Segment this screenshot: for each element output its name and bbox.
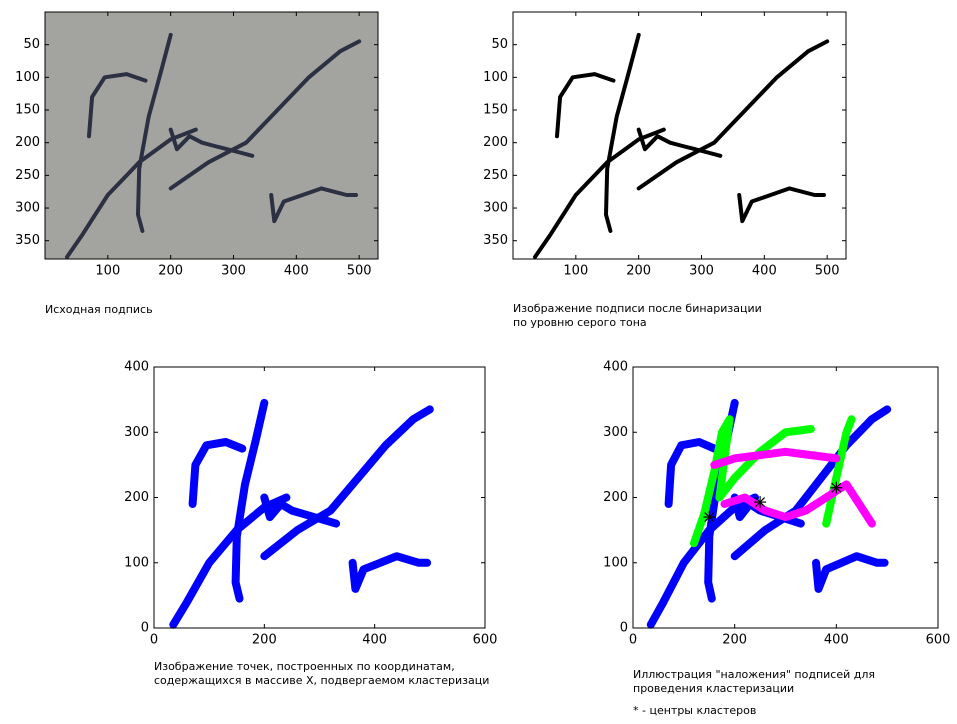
y-tick-label: 300	[483, 201, 508, 216]
cluster-center	[703, 511, 715, 523]
x-tick-label: 100	[95, 264, 120, 279]
x-tick-label: 200	[626, 264, 651, 279]
x-tick-label: 0	[629, 633, 637, 648]
plot-area	[513, 12, 846, 259]
x-tick-label: 300	[221, 264, 246, 279]
x-tick-label: 400	[362, 633, 387, 648]
caption: * - центры кластеров	[633, 704, 756, 717]
figure: 10020030040050050100150200250300350Исход…	[0, 0, 957, 724]
cluster-center	[830, 482, 842, 494]
y-tick-label: 100	[483, 70, 508, 85]
y-tick-label: 250	[483, 168, 508, 183]
x-tick-label: 200	[252, 633, 277, 648]
y-tick-label: 400	[124, 360, 149, 375]
caption: Изображение точек, построенных по коорди…	[154, 660, 455, 673]
x-tick-label: 200	[722, 633, 747, 648]
y-tick-label: 400	[603, 360, 628, 375]
caption: Иллюстрация "наложения" подписей для	[633, 668, 875, 681]
caption: Исходная подпись	[45, 303, 153, 316]
caption: содержащихся в массиве X, подвергаемом к…	[154, 674, 489, 687]
caption: проведения кластеризации	[633, 682, 794, 695]
y-tick-label: 50	[491, 37, 508, 52]
x-tick-label: 500	[815, 264, 840, 279]
y-tick-label: 200	[483, 135, 508, 150]
x-tick-label: 100	[563, 264, 588, 279]
caption: Изображение подписи после бинаризации	[513, 302, 762, 315]
y-tick-label: 0	[620, 621, 628, 636]
x-tick-label: 400	[752, 264, 777, 279]
x-tick-label: 400	[824, 633, 849, 648]
x-tick-label: 300	[689, 264, 714, 279]
y-tick-label: 100	[603, 555, 628, 570]
y-tick-label: 0	[141, 621, 149, 636]
y-tick-label: 200	[603, 490, 628, 505]
x-tick-label: 600	[926, 633, 951, 648]
plot-area	[633, 367, 938, 628]
y-tick-label: 150	[483, 103, 508, 118]
y-tick-label: 300	[603, 425, 628, 440]
x-tick-label: 600	[473, 633, 498, 648]
y-tick-label: 300	[124, 425, 149, 440]
plot-area	[154, 367, 485, 628]
x-tick-label: 500	[347, 264, 372, 279]
y-tick-label: 350	[15, 233, 40, 248]
y-tick-label: 250	[15, 168, 40, 183]
x-tick-label: 200	[158, 264, 183, 279]
plot-area	[45, 12, 378, 259]
y-tick-label: 150	[15, 103, 40, 118]
x-tick-label: 0	[150, 633, 158, 648]
y-tick-label: 200	[15, 135, 40, 150]
cluster-center	[754, 496, 766, 508]
y-tick-label: 200	[124, 490, 149, 505]
y-tick-label: 50	[23, 37, 40, 52]
x-tick-label: 400	[284, 264, 309, 279]
y-tick-label: 300	[15, 201, 40, 216]
caption: по уровню серого тона	[513, 316, 647, 329]
y-tick-label: 100	[124, 555, 149, 570]
y-tick-label: 350	[483, 233, 508, 248]
y-tick-label: 100	[15, 70, 40, 85]
